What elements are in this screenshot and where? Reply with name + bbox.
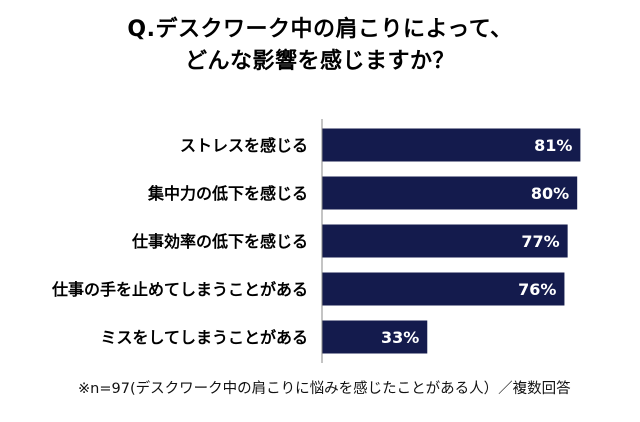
- value-label-3: 77%: [521, 232, 559, 251]
- chart-title-line-1: Q.デスクワーク中の肩こりによって、: [127, 17, 513, 42]
- category-label-1: ストレスを感じる: [180, 136, 308, 155]
- value-label-1: 81%: [534, 136, 572, 155]
- bar-chart: ストレスを感じる 81% 集中力の低下を感じる 80% 仕事効率の低下を感じる 77% 仕事…: [51, 119, 581, 363]
- chart-title-line-2: どんな影響を感じますか？: [184, 49, 455, 74]
- chart-title: Q.デスクワーク中の肩こりによって、 どんな影響を感じますか？: [0, 14, 640, 78]
- bar-4: [322, 272, 565, 306]
- category-label-3: 仕事効率の低下を感じる: [131, 232, 308, 251]
- value-label-2: 80%: [531, 184, 569, 203]
- value-label-5: 33%: [381, 328, 419, 347]
- category-label-2: 集中力の低下を感じる: [147, 184, 308, 203]
- category-label-4: 仕事の手を止めてしまうことがある: [51, 280, 308, 299]
- bar-3: [322, 224, 568, 258]
- bar-2: [322, 176, 578, 210]
- bar-1: [322, 128, 581, 162]
- category-label-5: ミスをしてしまうことがある: [100, 328, 308, 347]
- value-label-4: 76%: [518, 280, 556, 299]
- bar-5: [322, 320, 428, 354]
- footnote: ※n=97(デスクワーク中の肩こりに悩みを感じたことがある人）／複数回答: [78, 381, 571, 397]
- bars-layer: ストレスを感じる 81% 集中力の低下を感じる 80% 仕事効率の低下を感じる 77% 仕事…: [51, 128, 581, 354]
